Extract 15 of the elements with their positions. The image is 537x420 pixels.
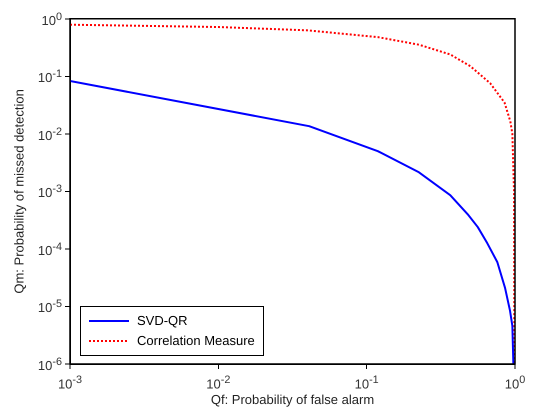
- y-tick-label: 10$^{-6}$: [38, 354, 62, 374]
- legend-label: SVD-QR: [137, 312, 188, 330]
- y-tick-label: 10$^{-3}$: [38, 182, 62, 202]
- y-tick-label: 10$^{-4}$: [38, 240, 62, 260]
- x-tick-label: 10$^{0}$: [504, 373, 526, 392]
- y-tick-label: 10$^{-1}$: [38, 67, 62, 86]
- x-tick-label: 10$^{-3}$: [58, 373, 82, 392]
- y-axis-title: Qm: Probability of missed detection: [11, 89, 26, 294]
- legend-label: Correlation Measure: [137, 332, 255, 350]
- y-tick-label: 10$^{-2}$: [38, 124, 62, 144]
- y-tick-label: 10$^{-5}$: [38, 297, 62, 317]
- x-axis-title: Qf: Probability of false alarm: [210, 392, 374, 407]
- x-tick-label: 10$^{-2}$: [206, 373, 230, 392]
- y-tick-label: 10$^{0}$: [42, 10, 62, 29]
- x-tick-label: 10$^{-1}$: [354, 373, 379, 392]
